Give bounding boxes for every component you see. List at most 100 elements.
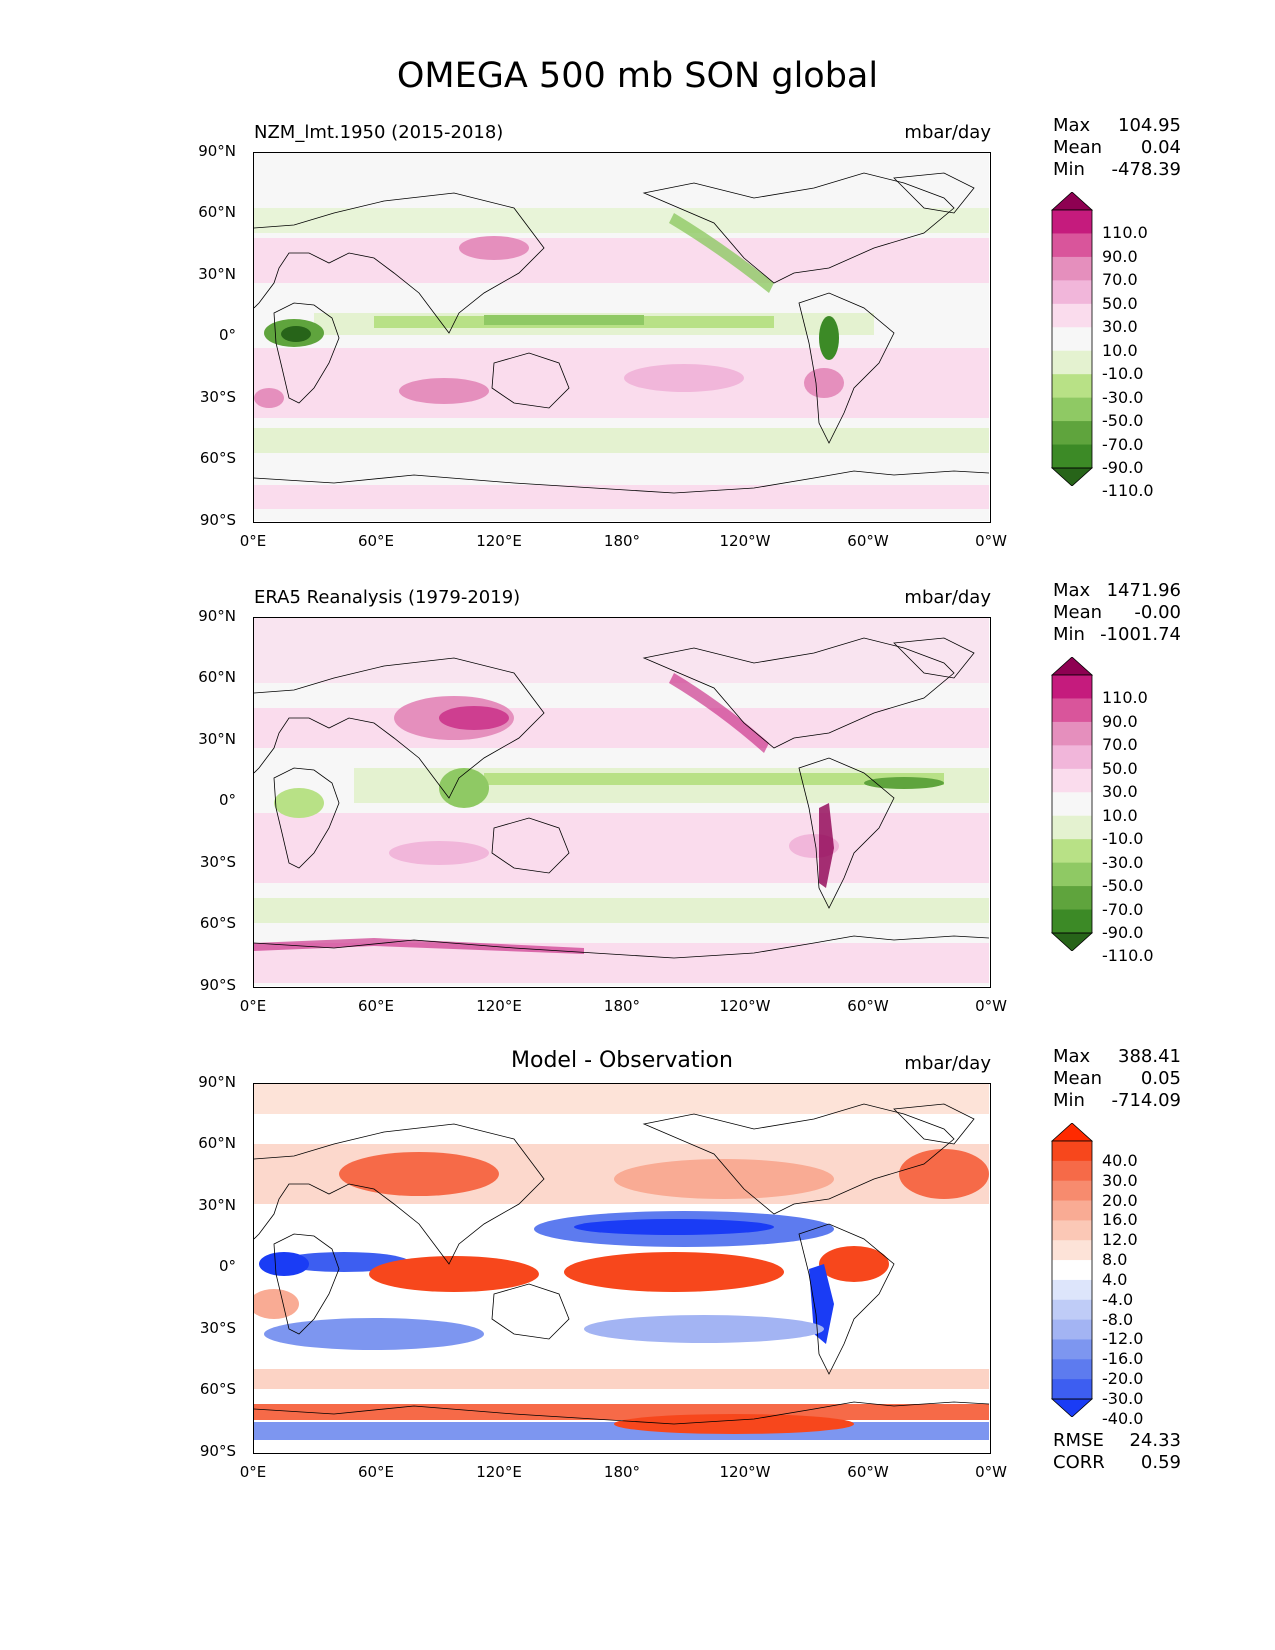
colorbar-segment — [1052, 1339, 1092, 1360]
colorbar-segment — [1052, 397, 1092, 422]
colorbar-segment — [1052, 1160, 1092, 1182]
panel-1-lon-0w: 0°W — [975, 532, 1007, 550]
panel-3-lat-90s: 90°S — [199, 1442, 236, 1460]
panel-3-map — [253, 1083, 991, 1454]
colorbar-segment — [1052, 839, 1092, 864]
cbar-label: -110.0 — [1102, 946, 1154, 966]
panel-3-lat-0: 0° — [218, 1257, 236, 1275]
cbar-label: 70.0 — [1102, 270, 1138, 290]
indian-ocean-subsidence — [399, 378, 489, 404]
panel-2-lon-120e: 120°E — [476, 997, 522, 1015]
south-pacific-subsidence — [624, 364, 744, 392]
colorbar-segment — [1052, 233, 1092, 258]
cbar-label: 16.0 — [1102, 1210, 1138, 1230]
cbar-label: -16.0 — [1102, 1349, 1144, 1369]
cbar-label: -110.0 — [1102, 481, 1154, 501]
panel-2-title: ERA5 Reanalysis (1979-2019) — [254, 587, 521, 608]
stat-max-label: Max — [1053, 1046, 1091, 1067]
colorbar-segment — [1052, 1319, 1092, 1340]
colorbar-segment — [1052, 280, 1092, 305]
colorbar-segment — [1052, 768, 1092, 793]
panel-2-lat-60s: 60°S — [199, 914, 236, 932]
colorbar-segment — [1052, 1200, 1092, 1221]
cbar-label: 12.0 — [1102, 1230, 1138, 1250]
panel-1-lat-0: 0° — [218, 326, 236, 344]
stat-max-label: Max — [1053, 580, 1091, 601]
sh-storm-track — [254, 898, 989, 923]
panel-3-lat-60s: 60°S — [199, 1380, 236, 1398]
stat-max-value: 1471.96 — [1106, 580, 1181, 601]
cbar-label: 10.0 — [1102, 805, 1138, 825]
cbar-label: 110.0 — [1102, 688, 1148, 708]
indian-ocean-positive — [369, 1256, 539, 1292]
panel-1-stats: Max 104.95 Mean 0.04 Min -478.39 — [1053, 115, 1181, 181]
figure-title: OMEGA 500 mb SON global — [396, 56, 879, 96]
colorbar-segment — [1052, 1141, 1092, 1162]
stat-min-label: Min — [1053, 1090, 1085, 1111]
arctic-pink-band — [254, 618, 989, 683]
cbar-label: 90.0 — [1102, 246, 1138, 266]
nh-subsidence-band — [254, 708, 989, 748]
stat-mean-value: 0.04 — [1140, 137, 1181, 158]
sh-storm-positive — [254, 1369, 989, 1389]
colorbar-segment — [1052, 1260, 1092, 1281]
panel-1-field — [254, 153, 989, 521]
cbar-label: -10.0 — [1102, 829, 1144, 849]
sh-subsidence-band — [254, 348, 989, 418]
stat-min-value: -714.09 — [1111, 1090, 1181, 1111]
panel-3-colorbar — [1050, 1122, 1095, 1418]
colorbar-segment — [1052, 721, 1092, 746]
panel-2-lon-120w: 120°W — [719, 997, 771, 1015]
cbar-label: 110.0 — [1102, 223, 1148, 243]
cbar-label: 50.0 — [1102, 293, 1138, 313]
cbar-label: -50.0 — [1102, 411, 1144, 431]
amazon-positive — [819, 1246, 889, 1282]
panel-3-lon-0w: 0°W — [975, 1463, 1007, 1481]
colorbar-segment — [1052, 745, 1092, 770]
panel-2-lat-30n: 30°N — [198, 730, 236, 748]
panel-2-lat-30s: 30°S — [199, 853, 236, 871]
cbar-label: -90.0 — [1102, 458, 1144, 477]
colorbar-frame — [1051, 1140, 1093, 1400]
rmse-value: 24.33 — [1129, 1430, 1181, 1451]
colorbar-segment — [1052, 886, 1092, 911]
colorbar-segment — [1052, 350, 1092, 375]
cbar-label: -30.0 — [1102, 852, 1144, 872]
panel-2-lon-60w: 60°W — [847, 997, 889, 1015]
rmse-label: RMSE — [1053, 1430, 1104, 1451]
stat-mean-label: Mean — [1053, 1068, 1103, 1089]
atlantic-sh-positive — [254, 1289, 299, 1319]
panel-1-lat-60n: 60°N — [198, 203, 236, 221]
indian-ocean-subsidence — [389, 841, 489, 865]
colorbar-frame — [1051, 209, 1093, 469]
colorbar-frame — [1051, 674, 1093, 934]
cbar-label: -70.0 — [1102, 434, 1144, 454]
npacific-positive — [614, 1159, 834, 1199]
maritime-continent-ascent — [439, 768, 489, 808]
cbar-label: -12.0 — [1102, 1329, 1144, 1349]
panel-1-lon-60w: 60°W — [847, 532, 889, 550]
coastlines — [254, 637, 989, 959]
stat-mean-label: Mean — [1053, 602, 1103, 623]
stat-min-label: Min — [1053, 624, 1085, 645]
panel-3-colorbar-svg — [1050, 1122, 1094, 1418]
cbar-label: 40.0 — [1102, 1150, 1138, 1170]
colorbar-segment — [1052, 1180, 1092, 1202]
panel-3-lon-120w: 120°W — [719, 1463, 771, 1481]
antarctic-orographic — [254, 938, 584, 954]
cbar-label: -10.0 — [1102, 364, 1144, 384]
colorbar-top-extend — [1050, 1122, 1094, 1142]
panel-2-units: mbar/day — [904, 587, 991, 608]
panel-2-colorbar — [1050, 656, 1095, 952]
colorbar-segment — [1052, 421, 1092, 446]
panel-2-colorbar-svg — [1050, 656, 1094, 952]
sh-midlat-negative — [264, 1318, 484, 1350]
cbar-label: -30.0 — [1102, 1389, 1144, 1408]
nh-storm-track — [254, 208, 989, 233]
stat-min-value: -478.39 — [1111, 159, 1181, 180]
sh-storm-track — [254, 428, 989, 453]
colorbar-bottom-extend — [1050, 1398, 1094, 1418]
colorbar-bottom-extend — [1050, 932, 1094, 952]
panel-3-lat-90n: 90°N — [198, 1073, 236, 1091]
atlantic-positive — [899, 1149, 989, 1199]
